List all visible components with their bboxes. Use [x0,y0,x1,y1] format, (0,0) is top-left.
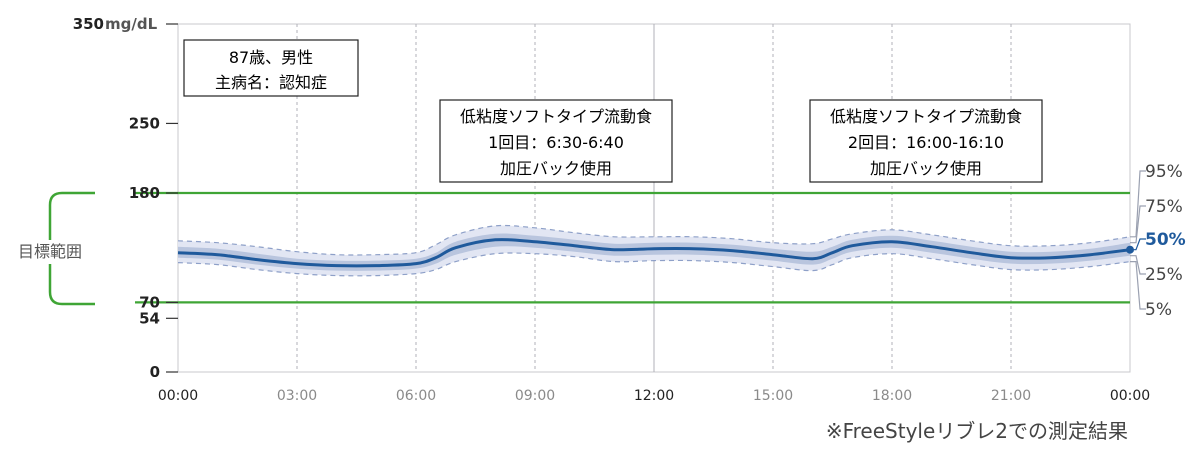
leader-5% [1130,261,1146,310]
percentile-label-75%: 75% [1145,197,1183,217]
line-50-median [177,238,1131,268]
percentile-label-50%: 50% [1145,230,1186,250]
leader-95% [1130,170,1146,238]
y-tick-label-2: 180 [129,184,160,202]
target-range-lines [135,191,1130,304]
meal1-annotation-box: 低粘度ソフトタイプ流動食 1回目：6:30-6:40 加圧バック使用 [439,99,673,183]
x-tick-label-4: 12:00 [634,388,674,404]
meal1-method: 加圧バック使用 [500,159,612,178]
x-tick-label-2: 06:00 [396,388,436,404]
percentile-legend: 95% 75% 50% 25% 5% [1126,162,1186,320]
y-tick-label-1: 250 [129,114,160,132]
leader-25% [1130,255,1146,275]
vertical-gridlines [296,24,1012,372]
patient-diagnosis: 主病名：認知症 [215,73,327,92]
y-unit-label: mg/dL [105,15,158,33]
patient-age-sex: 87歳、男性 [229,48,313,67]
percentile-label-25%: 25% [1145,265,1183,285]
meal2-time: 2回目：16:00-16:10 [848,133,1004,152]
patient-info-box: 87歳、男性 主病名：認知症 [183,39,359,97]
target-range-label: 目標範囲 [18,242,82,261]
x-tick-label-8: 00:00 [1110,388,1150,404]
median-end-dot [1126,245,1134,254]
meal1-time: 1回目：6:30-6:40 [488,133,624,152]
x-tick-label-6: 18:00 [872,388,912,404]
meal2-method: 加圧バック使用 [870,159,982,178]
leader-75% [1130,205,1146,244]
target-range-bracket: 目標範囲 [18,191,95,306]
x-tick-label-3: 09:00 [515,388,555,404]
percentile-bands [177,224,1131,277]
line-5 [177,252,1131,277]
meal2-food: 低粘度ソフトタイプ流動食 [830,107,1022,126]
meal2-annotation-box: 低粘度ソフトタイプ流動食 2回目：16:00-16:10 加圧バック使用 [809,99,1043,183]
x-tick-label-0: 00:00 [158,388,198,404]
percentile-label-5%: 5% [1145,300,1172,320]
y-tick-label-5: 0 [150,363,160,381]
x-axis: 00:00 03:00 06:00 09:00 12:00 15:00 18:00 21:00… [158,388,1150,404]
percentile-label-95%: 95% [1145,162,1183,182]
meal1-food: 低粘度ソフトタイプ流動食 [460,107,652,126]
x-tick-label-1: 03:00 [277,388,317,404]
y-tick-label-0: 350 [73,15,104,33]
x-tick-label-5: 15:00 [753,388,793,404]
x-tick-label-7: 21:00 [991,388,1031,404]
footnote: ※FreeStyleリブレ2での測定結果 [826,419,1128,443]
y-tick-label-3: 70 [139,293,160,311]
y-tick-label-4: 54 [139,309,160,327]
